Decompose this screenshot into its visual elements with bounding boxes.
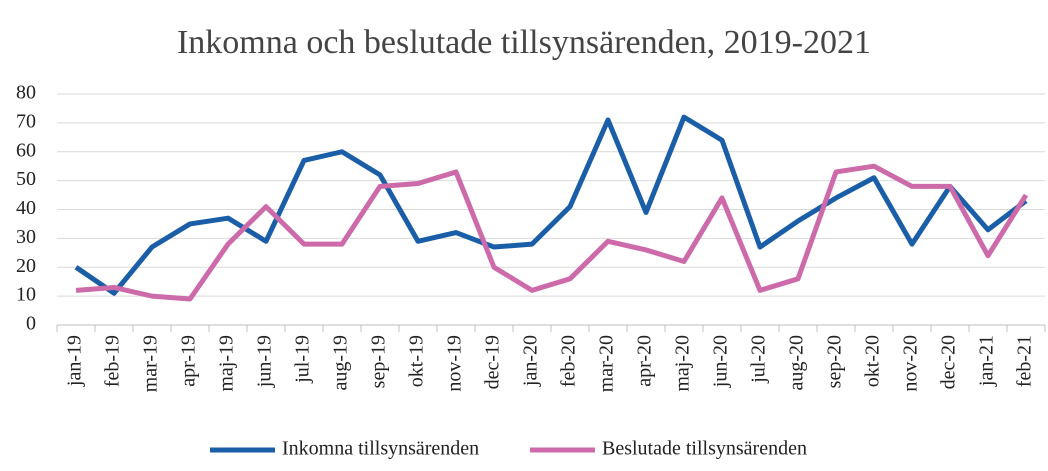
legend-label: Beslutade tillsynsärenden [602,438,807,460]
series-line [74,114,1028,296]
x-tick-label: apr-19 [178,335,200,387]
x-tick-label: aug-20 [786,335,808,391]
x-tick-label: jul-20 [748,335,770,384]
x-tick-label: jun-19 [254,335,276,388]
x-tick-label: nov-20 [900,335,922,392]
x-tick-label: maj-19 [216,335,238,392]
x-tick-label: dec-20 [938,335,960,389]
x-tick-label: jan-20 [520,335,542,387]
y-tick-label: 0 [26,313,36,335]
series-line [75,163,1029,302]
x-tick-label: okt-20 [862,335,884,387]
y-tick-label: 60 [16,139,36,161]
x-tick-label: jan-19 [64,335,86,387]
x-tick-label: jul-19 [292,335,314,384]
x-tick-label: dec-19 [482,335,504,389]
x-tick-label: okt-19 [406,335,428,387]
y-tick-label: 20 [16,255,36,277]
x-tick-label: mar-20 [596,335,618,392]
x-tick-label: sep-20 [824,335,846,388]
x-tick-label: feb-19 [102,335,124,387]
x-tick-label: sep-19 [368,335,390,388]
y-tick-label: 80 [16,82,36,104]
x-tick-label: maj-20 [672,335,694,392]
y-tick-label: 70 [16,110,36,132]
x-tick-label: feb-21 [1014,335,1036,387]
x-tick-label: feb-20 [558,335,580,387]
y-tick-label: 40 [16,197,36,219]
chart-title: Inkomna och beslutade tillsynsärenden, 2… [177,24,871,61]
x-tick-label: jan-21 [976,335,998,387]
y-tick-label: 50 [16,168,36,190]
x-tick-label: jun-20 [710,335,732,388]
x-tick-label: aug-19 [330,335,352,391]
x-tick-label: mar-19 [140,335,162,392]
y-tick-label: 30 [16,226,36,248]
x-tick-label: nov-19 [444,335,466,392]
legend-label: Inkomna tillsynsärenden [282,438,479,460]
y-tick-label: 10 [16,284,36,306]
x-tick-label: apr-20 [634,335,656,387]
